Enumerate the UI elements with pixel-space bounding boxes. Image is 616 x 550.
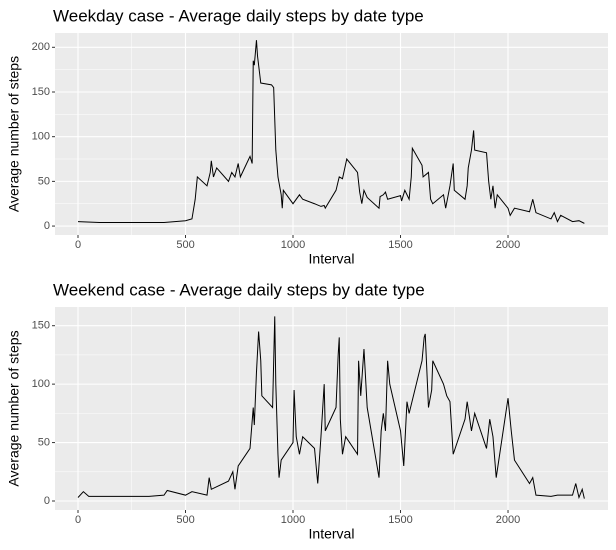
x-tick-label: 1000	[281, 514, 305, 526]
x-tick-label: 1500	[388, 514, 412, 526]
x-tick-label: 2000	[496, 239, 520, 251]
y-tick-label: 0	[44, 495, 50, 507]
y-tick-label: 100	[32, 378, 50, 390]
y-tick-label: 150	[32, 86, 50, 98]
x-tick-label: 1500	[388, 239, 412, 251]
x-tick-label: 500	[176, 514, 194, 526]
data-line	[77, 40, 585, 224]
data-line	[77, 316, 585, 500]
x-tick-label: 2000	[496, 514, 520, 526]
y-tick-label: 150	[32, 320, 50, 332]
x-tick-label: 0	[75, 239, 81, 251]
y-axis-title: Average number of steps	[6, 56, 22, 212]
y-axis-title: Average number of steps	[6, 330, 22, 486]
x-tick-label: 1000	[281, 239, 305, 251]
x-axis-title: Interval	[309, 526, 355, 542]
chart-title: Weekday case - Average daily steps by da…	[53, 6, 424, 25]
chart-title: Weekend case - Average daily steps by da…	[53, 280, 425, 299]
x-tick-label: 500	[176, 239, 194, 251]
y-tick-label: 100	[32, 131, 50, 143]
y-tick-label: 0	[44, 220, 50, 232]
x-axis-title: Interval	[309, 251, 355, 267]
y-tick-label: 50	[38, 175, 50, 187]
y-tick-label: 50	[38, 436, 50, 448]
plot-panel	[55, 33, 608, 235]
x-tick-label: 0	[75, 514, 81, 526]
y-tick-label: 200	[32, 41, 50, 53]
plot-panel	[55, 307, 608, 510]
